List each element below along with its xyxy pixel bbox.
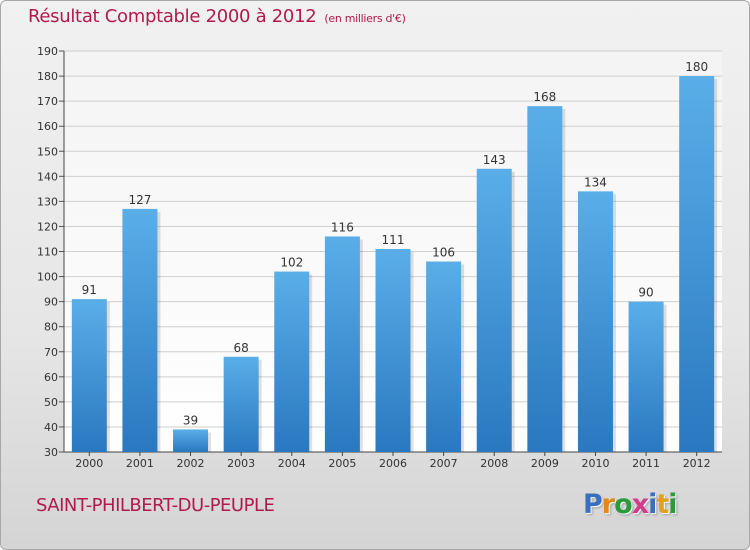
x-tick-label: 2011 (632, 457, 660, 470)
bar (577, 191, 613, 452)
data-label: 134 (584, 175, 607, 189)
y-tick-label: 90 (44, 296, 58, 309)
bar (122, 208, 158, 452)
data-label: 102 (280, 256, 303, 270)
x-tick-label: 2001 (126, 457, 154, 470)
y-tick-label: 120 (37, 220, 58, 233)
logo-letter: x (631, 489, 649, 520)
logo-letter: i (648, 489, 657, 520)
logo-letter: t (656, 489, 669, 520)
y-tick-label: 50 (44, 396, 58, 409)
chart-title-text: Résultat Comptable 2000 à 2012 (28, 6, 317, 27)
y-tick-label: 160 (37, 120, 58, 133)
x-tick-label: 2009 (531, 457, 559, 470)
y-tick-label: 150 (37, 145, 58, 158)
bar (679, 76, 715, 452)
data-label: 127 (128, 193, 151, 207)
bar (274, 271, 310, 452)
data-label: 39 (183, 413, 198, 427)
bar (71, 299, 107, 452)
bar (426, 261, 462, 452)
y-tick-label: 110 (37, 246, 58, 259)
data-label: 68 (234, 341, 249, 355)
chart-unit: (en milliers d'€) (324, 12, 406, 25)
y-tick-label: 180 (37, 70, 58, 83)
bar (476, 168, 512, 452)
logo-letter: o (614, 489, 633, 520)
x-tick-label: 2007 (430, 457, 458, 470)
y-tick-label: 170 (37, 95, 58, 108)
logo-letter: P (583, 489, 603, 520)
bar (628, 301, 664, 452)
data-label: 116 (331, 220, 354, 234)
y-tick-label: 70 (44, 346, 58, 359)
data-label: 111 (382, 233, 405, 247)
data-label: 143 (483, 153, 506, 167)
bar (173, 429, 209, 452)
x-tick-label: 2008 (480, 457, 508, 470)
y-tick-label: 60 (44, 371, 58, 384)
logo-letter: i (668, 489, 677, 520)
x-tick-label: 2004 (278, 457, 306, 470)
commune-name: SAINT-PHILBERT-DU-PEUPLE (36, 495, 275, 516)
y-tick-label: 40 (44, 421, 58, 434)
bar (324, 236, 360, 452)
y-tick-label: 140 (37, 170, 58, 183)
x-tick-label: 2000 (75, 457, 103, 470)
data-label: 91 (82, 283, 97, 297)
chart-title: Résultat Comptable 2000 à 2012 (en millie… (28, 6, 406, 27)
x-tick-label: 2005 (328, 457, 356, 470)
x-tick-label: 2002 (177, 457, 205, 470)
x-tick-label: 2012 (683, 457, 711, 470)
x-tick-label: 2006 (379, 457, 407, 470)
logo-letter: r (601, 489, 615, 520)
y-tick-label: 190 (37, 45, 58, 58)
x-tick-label: 2010 (581, 457, 609, 470)
data-label: 90 (638, 286, 653, 300)
y-tick-label: 130 (37, 195, 58, 208)
data-label: 168 (533, 90, 556, 104)
data-label: 180 (685, 60, 708, 74)
y-tick-label: 80 (44, 321, 58, 334)
proxiti-logo: Proxiti (583, 489, 678, 520)
y-tick-label: 30 (44, 446, 58, 459)
bar (375, 248, 411, 452)
x-tick-label: 2003 (227, 457, 255, 470)
bar (223, 356, 259, 452)
bar (527, 106, 563, 452)
data-label: 106 (432, 246, 455, 260)
y-tick-label: 100 (37, 271, 58, 284)
